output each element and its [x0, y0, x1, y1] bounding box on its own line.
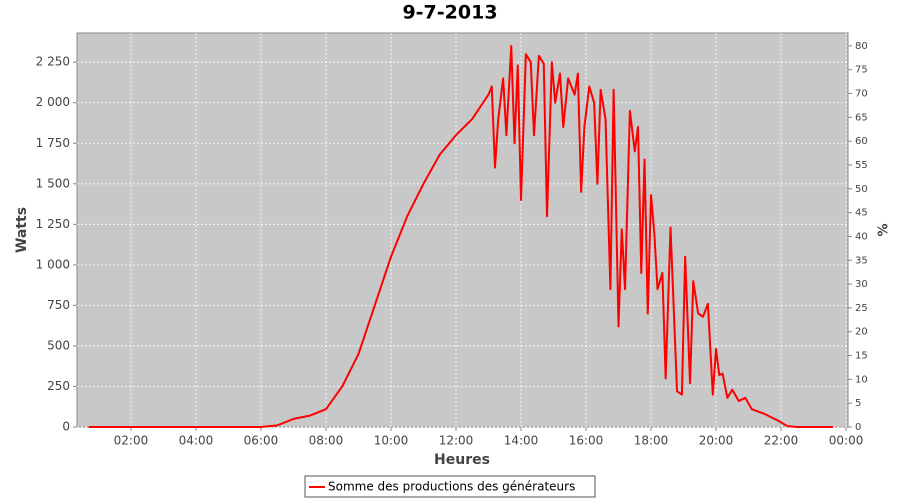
x-tick-label: 12:00	[439, 434, 474, 448]
y2-axis-label: %	[877, 223, 892, 236]
y2-tick-label: 25	[855, 303, 868, 314]
y2-tick-label: 20	[855, 327, 868, 338]
y-tick-label: 500	[47, 338, 70, 352]
y2-tick-label: 60	[855, 136, 868, 147]
y2-tick-label: 50	[855, 184, 868, 195]
y-tick-label: 1 250	[36, 217, 70, 231]
x-tick-label: 16:00	[569, 434, 604, 448]
y2-tick-label: 0	[855, 422, 861, 433]
x-tick-label: 06:00	[244, 434, 279, 448]
plot-area	[76, 32, 849, 428]
x-tick-label: 08:00	[309, 434, 344, 448]
y-tick-label: 2 000	[36, 95, 70, 109]
y-tick-label: 1 750	[36, 136, 70, 150]
y2-tick-label: 45	[855, 208, 868, 219]
data-line	[88, 44, 834, 428]
y2-tick-label: 30	[855, 279, 868, 290]
x-tick-label: 04:00	[179, 434, 214, 448]
y2-tick-label: 65	[855, 112, 868, 123]
y-axis-label: Watts	[14, 207, 30, 253]
y2-tick-label: 80	[855, 41, 868, 52]
y-tick-label: 1 000	[36, 257, 70, 271]
y-tick-label: 2 250	[36, 55, 70, 69]
y-tick-label: 750	[47, 298, 70, 312]
y2-tick-label: 10	[855, 374, 868, 385]
legend-label: Somme des productions des générateurs	[328, 480, 575, 494]
x-tick-label: 20:00	[699, 434, 734, 448]
y-tick-label: 1 500	[36, 176, 70, 190]
x-tick-label: 00:00	[829, 434, 864, 448]
x-tick-label: 02:00	[114, 434, 149, 448]
chart-title: 9-7-2013	[402, 2, 497, 24]
y2-tick-label: 70	[855, 89, 868, 100]
y2-tick-label: 75	[855, 65, 868, 76]
x-tick-label: 22:00	[764, 434, 799, 448]
y2-tick-label: 35	[855, 255, 868, 266]
y2-tick-label: 5	[855, 398, 861, 409]
legend-box	[304, 475, 596, 498]
x-tick-label: 18:00	[634, 434, 669, 448]
y2-tick-label: 40	[855, 231, 868, 242]
y-tick-label: 250	[47, 379, 70, 393]
y2-tick-label: 15	[855, 351, 868, 362]
y2-tick-label: 55	[855, 160, 868, 171]
x-axis-label: Heures	[434, 452, 490, 468]
x-tick-label: 10:00	[374, 434, 409, 448]
legend	[304, 475, 596, 498]
x-tick-label: 14:00	[504, 434, 539, 448]
y-tick-label: 0	[62, 420, 70, 434]
